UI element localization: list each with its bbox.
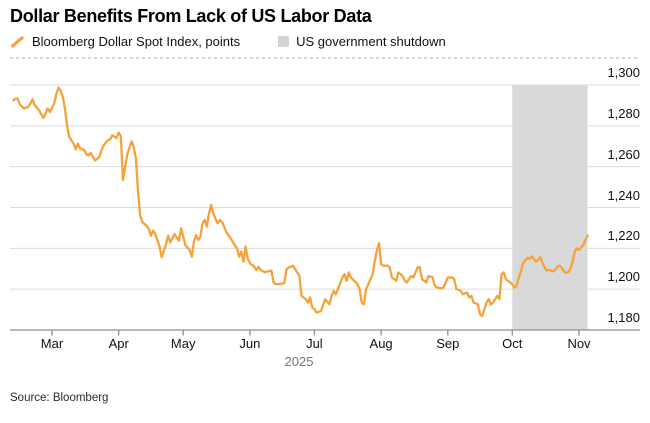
y-axis-tick-label: 1,280: [607, 105, 640, 121]
y-axis-tick-label: 1,240: [607, 187, 640, 203]
x-axis-month-label: Apr: [108, 336, 129, 351]
legend: Bloomberg Dollar Spot Index, points US g…: [10, 34, 446, 49]
x-axis-month-label: Mar: [40, 336, 64, 351]
x-axis-month-label: Jun: [239, 336, 261, 351]
band-square-icon: [278, 36, 290, 47]
line-slash-icon: [10, 35, 24, 48]
y-axis-tick-label: 1,220: [607, 228, 640, 244]
x-axis-month-label: Jul: [306, 336, 323, 351]
y-axis-tick-label: 1,180: [607, 310, 640, 325]
y-axis-tick-label: 1,260: [607, 146, 640, 162]
source-label: Source: Bloomberg: [10, 392, 109, 404]
y-axis-tick-label: 1,300: [607, 65, 640, 80]
legend-item-shutdown: US government shutdown: [278, 34, 446, 49]
legend-item-label: Bloomberg Dollar Spot Index, points: [32, 34, 241, 49]
year-label: 2025: [284, 354, 314, 369]
legend-item-dollar-index: Bloomberg Dollar Spot Index, points: [10, 34, 240, 49]
chart-title: Dollar Benefits From Lack of US Labor Da…: [10, 6, 372, 26]
x-axis-month-label: Sep: [436, 336, 460, 351]
x-axis-month-label: Aug: [369, 336, 393, 351]
x-axis-month-label: May: [170, 336, 196, 351]
legend-item-label: US government shutdown: [296, 34, 446, 49]
x-axis-month-label: Nov: [567, 336, 591, 351]
y-axis-tick-label: 1,200: [607, 269, 640, 285]
dollar-index-line: [12, 86, 589, 318]
x-axis-month-label: Oct: [502, 336, 523, 351]
